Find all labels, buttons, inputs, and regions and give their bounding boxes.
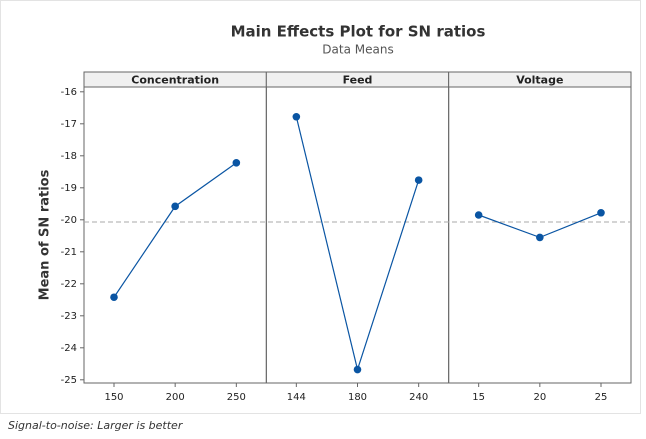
strip-label: Concentration	[131, 74, 219, 87]
strip-label: Voltage	[516, 74, 563, 87]
x-tick-label: 180	[348, 392, 367, 403]
chart-subtitle: Data Means	[322, 43, 393, 57]
point	[292, 112, 301, 121]
figure-border	[0, 0, 641, 414]
y-tick-label: -23	[61, 311, 77, 322]
y-tick-label: -22	[61, 279, 77, 290]
y-tick-label: -18	[61, 151, 77, 162]
point	[353, 365, 362, 374]
point	[474, 211, 483, 219]
point	[110, 293, 118, 302]
point	[414, 176, 423, 184]
x-tick-label: 144	[287, 392, 306, 403]
point	[536, 233, 544, 242]
x-tick-label: 200	[166, 392, 185, 403]
y-tick-label: -19	[61, 183, 77, 194]
x-tick-label: 25	[595, 392, 608, 403]
x-tick-label: 150	[104, 392, 123, 403]
x-tick-label: 240	[409, 392, 428, 403]
point	[232, 159, 241, 167]
x-tick-label: 15	[472, 392, 485, 403]
y-axis-label: Mean of SN ratios	[38, 169, 53, 300]
x-tick-label: 250	[227, 392, 246, 403]
x-tick-label: 20	[533, 392, 546, 403]
point	[171, 202, 179, 211]
y-tick-label: -17	[61, 119, 77, 130]
y-tick-label: -24	[61, 343, 77, 354]
y-tick-label: -16	[61, 87, 77, 98]
chart-title: Main Effects Plot for SN ratios	[231, 23, 486, 41]
y-tick-label: -25	[61, 375, 77, 386]
strip-label: Feed	[343, 74, 373, 87]
y-tick-label: -20	[61, 215, 77, 226]
point	[597, 208, 605, 217]
footnote: Signal-to-noise: Larger is better	[8, 419, 184, 432]
y-tick-label: -21	[61, 247, 77, 258]
